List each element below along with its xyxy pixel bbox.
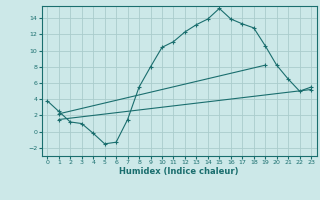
X-axis label: Humidex (Indice chaleur): Humidex (Indice chaleur) — [119, 167, 239, 176]
